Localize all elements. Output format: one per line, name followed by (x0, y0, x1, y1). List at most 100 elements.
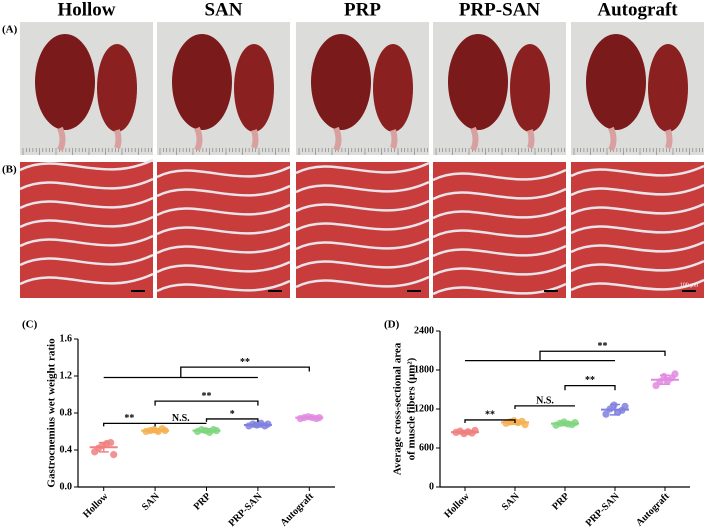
fiber-gap (432, 263, 567, 277)
x-tick-label: Autograft (634, 490, 672, 528)
error-bar (201, 427, 212, 434)
data-point (671, 370, 679, 378)
muscle (234, 44, 274, 132)
fiber-gap (570, 221, 705, 235)
scale-bar-label: 100 μm (680, 282, 699, 288)
fiber-gap (570, 183, 705, 197)
x-tick-label: PRP-SAN (227, 490, 266, 529)
panel-label: (D) (384, 319, 400, 331)
significance-bracket (564, 384, 616, 391)
muscle (510, 44, 550, 132)
tendon (57, 126, 122, 152)
y-tick-label: 1800 (414, 364, 434, 375)
muscle (35, 34, 95, 130)
row-label: (B) (2, 164, 17, 176)
fiber-gap (432, 206, 567, 220)
significance-label: ** (202, 391, 212, 402)
significance-label: ** (485, 410, 495, 421)
fiber-gap (432, 225, 567, 239)
fiber-gap (570, 202, 705, 216)
error-bar (98, 441, 109, 453)
fiber-gap (156, 279, 291, 293)
scale-bar (407, 290, 421, 292)
significance-bracket (180, 366, 310, 378)
x-tick-label: PRP (192, 491, 214, 513)
muscle (172, 34, 232, 130)
significance-label: * (230, 409, 235, 420)
y-tick-label: 600 (419, 442, 434, 453)
fiber-gap (156, 222, 291, 236)
x-tick-label: PRP-SAN (584, 490, 623, 529)
fiber-gap (156, 165, 291, 179)
fiber-gap (432, 168, 567, 182)
fiber-gap (19, 196, 154, 210)
error-bar (150, 427, 161, 434)
row-label: (A) (2, 24, 18, 36)
significance-label: N.S. (172, 413, 190, 424)
scale-bar (131, 290, 145, 292)
fiber-gap (295, 256, 430, 270)
y-tick-label: 0.0 (60, 481, 73, 492)
fiber-gap (19, 234, 154, 248)
fiber-gap (295, 199, 430, 213)
significance-bracket (205, 418, 259, 422)
x-tick-label: Hollow (442, 490, 472, 520)
muscle (97, 44, 137, 132)
significance-bracket (539, 350, 666, 361)
muscle (648, 44, 688, 132)
scale-bar (544, 290, 558, 292)
data-point (621, 402, 629, 410)
fiber-gap (295, 180, 430, 194)
y-axis-label: Gastrocnemius wet weight ratio (46, 338, 58, 488)
histology (20, 162, 153, 298)
y-tick-label: 0 (429, 481, 434, 492)
column-header: SAN (204, 0, 242, 20)
y-tick-label: 0.8 (60, 407, 73, 418)
data-point (110, 451, 118, 459)
x-tick-label: SAN (500, 490, 522, 512)
fiber-gap (295, 237, 430, 251)
significance-bracket (464, 419, 516, 424)
fiber-gap (19, 253, 154, 267)
error-bar (460, 429, 470, 435)
fiber-gap (156, 241, 291, 255)
fiber-gap (570, 164, 705, 178)
x-tick-label: PRP (550, 491, 572, 513)
error-bar (252, 422, 263, 428)
histology (157, 162, 290, 298)
y-tick-label: 2400 (414, 325, 434, 336)
fiber-gap (432, 187, 567, 201)
error-bar (304, 415, 315, 420)
fiber-gap (432, 244, 567, 258)
significance-bracket (154, 400, 259, 406)
significance-label: ** (598, 341, 608, 352)
fiber-gap (570, 259, 705, 273)
x-tick-label: SAN (140, 490, 162, 512)
fiber-gap (19, 215, 154, 229)
tendon (608, 126, 673, 152)
data-point (602, 410, 610, 418)
column-header: Autograft (597, 0, 678, 20)
scale-bar (682, 290, 696, 292)
error-bar (610, 403, 620, 416)
x-tick-label: Hollow (81, 490, 111, 520)
panel-label: (C) (22, 319, 38, 331)
muscle (586, 34, 646, 130)
fiber-gap (570, 240, 705, 254)
tendon (470, 126, 535, 152)
fiber-gap (295, 275, 430, 289)
column-header: PRP (344, 0, 381, 20)
y-tick-label: 1.6 (60, 333, 73, 344)
column-header: Hollow (57, 0, 115, 20)
column-header: PRP-SAN (459, 0, 541, 20)
muscle (448, 34, 508, 130)
tendon (194, 126, 259, 152)
significance-label: ** (585, 375, 595, 386)
y-axis-label: of muscle fibers (μm²) (406, 357, 418, 460)
scale-bar (268, 290, 282, 292)
error-bar (560, 420, 570, 427)
tendon (333, 126, 398, 152)
fiber-gap (295, 161, 430, 175)
